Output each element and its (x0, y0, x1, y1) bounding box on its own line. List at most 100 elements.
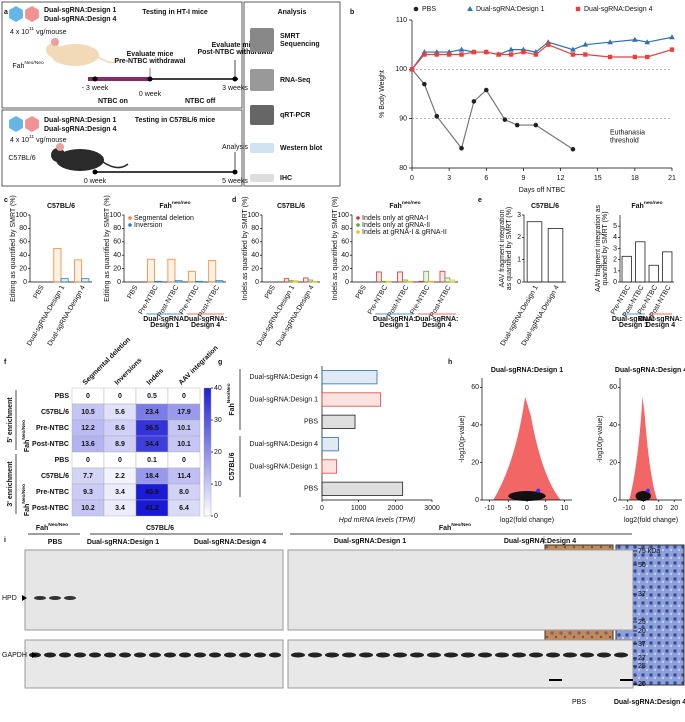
strain-label-sup: Neo/Neo (451, 522, 471, 528)
y-tick-label: PBS (304, 419, 318, 426)
analysis-item: RNA-Seq (280, 77, 310, 84)
marker (669, 34, 675, 40)
bar (307, 279, 313, 283)
marker (632, 54, 638, 60)
x-tick-label: 0 (525, 505, 529, 512)
mw-marker: 75 kDa (638, 548, 660, 555)
mw-marker: 25 (638, 663, 646, 670)
mw-marker: 20 (638, 628, 646, 635)
cell-value: 36.5 (145, 425, 159, 432)
chart-title: Dual-sgRNA:Design 1 (491, 367, 563, 374)
x-tick-label: Dual-sgRNA:Design 1 (256, 284, 296, 347)
legend-label: Indels only at gRNA-I (362, 215, 428, 222)
y-tick-label: 0 (517, 279, 521, 286)
band (614, 652, 628, 658)
marker (632, 36, 638, 42)
band (546, 652, 560, 658)
box-title: Analysis (278, 9, 307, 16)
panel-label: a (4, 9, 8, 16)
band-label: GAPDH (2, 652, 27, 659)
legend-label: Indels at gRNA-I & gRNA-II (362, 229, 447, 236)
y-axis-label: % Body Weight (379, 70, 386, 118)
time-label: 5 weeks (222, 178, 248, 185)
marker (521, 49, 526, 55)
marker (645, 54, 650, 60)
band (104, 652, 116, 658)
box-title: Testing in C57BL/6 mice (135, 117, 215, 124)
bar (321, 459, 338, 474)
marker (484, 49, 489, 55)
cell-value: 6.4 (179, 505, 189, 512)
mouse-icon (51, 38, 59, 46)
marker (570, 146, 576, 152)
y-tick-label: 40 (113, 252, 121, 259)
bar (187, 270, 196, 283)
legend-label: Indels only at gRNA-II (362, 222, 430, 229)
row-label: Post-NTBC (32, 441, 69, 448)
box-ht1 (1, 1, 243, 109)
analysis-item: Western blot (280, 145, 323, 152)
legend-marker (575, 6, 581, 12)
cell-value: 40.9 (145, 489, 159, 496)
mouse-icon (46, 43, 60, 57)
cell-value: 13.6 (81, 441, 95, 448)
y-tick-label: 3 (613, 245, 617, 252)
cell-value: 23.4 (145, 409, 159, 416)
row-label: C57BL/6 (41, 409, 69, 416)
y-tick-label: 40 (251, 252, 259, 259)
marker (422, 81, 427, 87)
aav-icon (25, 6, 39, 22)
band (119, 652, 131, 658)
cell-value: 10.1 (177, 441, 191, 448)
panel-label: b (350, 9, 354, 16)
legend-marker (413, 6, 419, 12)
vector-label: Dual-sgRNA:Design 4 (44, 16, 116, 23)
band (563, 652, 577, 658)
timepoint (92, 76, 98, 82)
y-tick-label: 110 (396, 17, 407, 24)
gel-blot (24, 549, 284, 631)
vector-label: Dual-sgRNA:Design 4 (44, 126, 116, 133)
marker (483, 87, 489, 93)
group-label: Design 1 (619, 322, 648, 329)
y-tick-label: 0 (117, 279, 121, 286)
band (209, 652, 221, 658)
time-label: 0 week (84, 178, 107, 185)
row-label: Pre-NTBC (36, 489, 69, 496)
analysis-item: qRT-PCR (280, 112, 310, 119)
x-tick-label: PBS (33, 284, 46, 300)
gel-blot (24, 639, 284, 689)
dose-label: 4 x 1011 vg/mouse (10, 134, 67, 144)
x-tick-label: 10 (655, 505, 663, 512)
y-tick-label: 2 (517, 234, 521, 241)
ntbc-on-bar (88, 77, 150, 81)
bar (167, 258, 176, 283)
group-label: 3' enrichment (7, 461, 14, 507)
band-arrow (22, 595, 27, 601)
x-tick-label: Post-NTBC (387, 284, 411, 318)
marker (607, 54, 613, 60)
group-label: Dual-sgRNA: (143, 316, 186, 323)
strain-label-sup: Neo/Neo (21, 420, 27, 440)
band (444, 652, 458, 658)
panel-label: c (4, 197, 8, 204)
lane-label: Dual-sgRNA:Design 1 (87, 539, 159, 546)
bar (215, 280, 224, 283)
image-label: Dual-sgRNA:Design 4 (614, 699, 685, 706)
band (254, 652, 266, 658)
panel-label: j (542, 537, 545, 544)
y-axis-label: -log10(p-value) (597, 415, 604, 462)
band (134, 652, 146, 658)
legend-label: Segmental deletion (134, 215, 194, 222)
x-tick-label: Dual-sgRNA:Design 1 (500, 284, 540, 347)
mouse-label-base: Fah (12, 63, 24, 70)
x-axis-label: log2(fold change) (500, 517, 554, 524)
cell-value: 9.3 (83, 489, 93, 496)
gel-blot (287, 549, 634, 631)
cell-value: 3.4 (115, 489, 125, 496)
analysis-icon (250, 28, 274, 52)
mouse-icon (56, 143, 64, 151)
chart-title-sup: neo/neo (644, 200, 663, 206)
bar (321, 481, 404, 496)
chart-title-base: Fah (631, 203, 643, 210)
